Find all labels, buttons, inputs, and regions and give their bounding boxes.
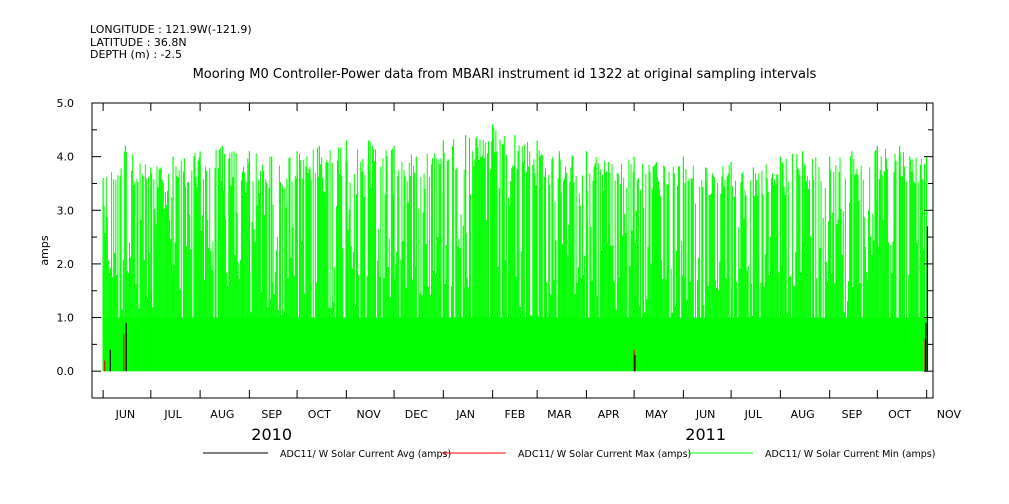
depth-text: DEPTH (m) : -2.5: [90, 48, 183, 61]
metadata-block: LONGITUDE : 121.9W(-121.9) LATITUDE : 36…: [90, 23, 252, 62]
x-tick-label: JUN: [695, 408, 716, 421]
x-year-label: 2010: [251, 425, 292, 444]
x-tick-label: AUG: [791, 408, 815, 421]
x-tick-label: APR: [598, 408, 620, 421]
x-tick-label: MAR: [547, 408, 572, 421]
y-tick-label: 0.0: [57, 365, 75, 378]
legend-label: ADC11/ W Solar Current Avg (amps): [280, 449, 451, 460]
x-tick-label: JUL: [744, 408, 763, 421]
y-tick-label: 5.0: [57, 97, 75, 110]
x-tick-label: NOV: [937, 408, 962, 421]
x-tick-label: AUG: [210, 408, 234, 421]
x-tick-label: SEP: [842, 408, 863, 421]
x-tick-label: OCT: [888, 408, 911, 421]
longitude-text: LONGITUDE : 121.9W(-121.9): [90, 23, 252, 36]
y-tick-label: 2.0: [57, 258, 75, 271]
x-tick-label: SEP: [261, 408, 282, 421]
y-tick-label: 1.0: [57, 312, 75, 325]
x-tick-label: NOV: [357, 408, 382, 421]
x-tick-label: JAN: [455, 408, 475, 421]
legend-label: ADC11/ W Solar Current Min (amps): [765, 449, 935, 460]
x-tick-label: DEC: [405, 408, 428, 421]
x-tick-label: OCT: [308, 408, 331, 421]
y-axis-label: amps: [38, 235, 51, 265]
x-tick-label: JUN: [115, 408, 136, 421]
x-year-label: 2011: [685, 425, 726, 444]
y-tick-label: 4.0: [57, 151, 75, 164]
x-tick-label: JUL: [163, 408, 182, 421]
x-tick-label: MAY: [645, 408, 668, 421]
legend-label: ADC11/ W Solar Current Max (amps): [518, 449, 691, 460]
chart-title: Mooring M0 Controller-Power data from MB…: [192, 67, 817, 82]
x-tick-label: FEB: [504, 408, 525, 421]
plot-frame: [91, 102, 934, 399]
latitude-text: LATITUDE : 36.8N: [90, 35, 187, 49]
y-tick-label: 3.0: [57, 204, 75, 217]
